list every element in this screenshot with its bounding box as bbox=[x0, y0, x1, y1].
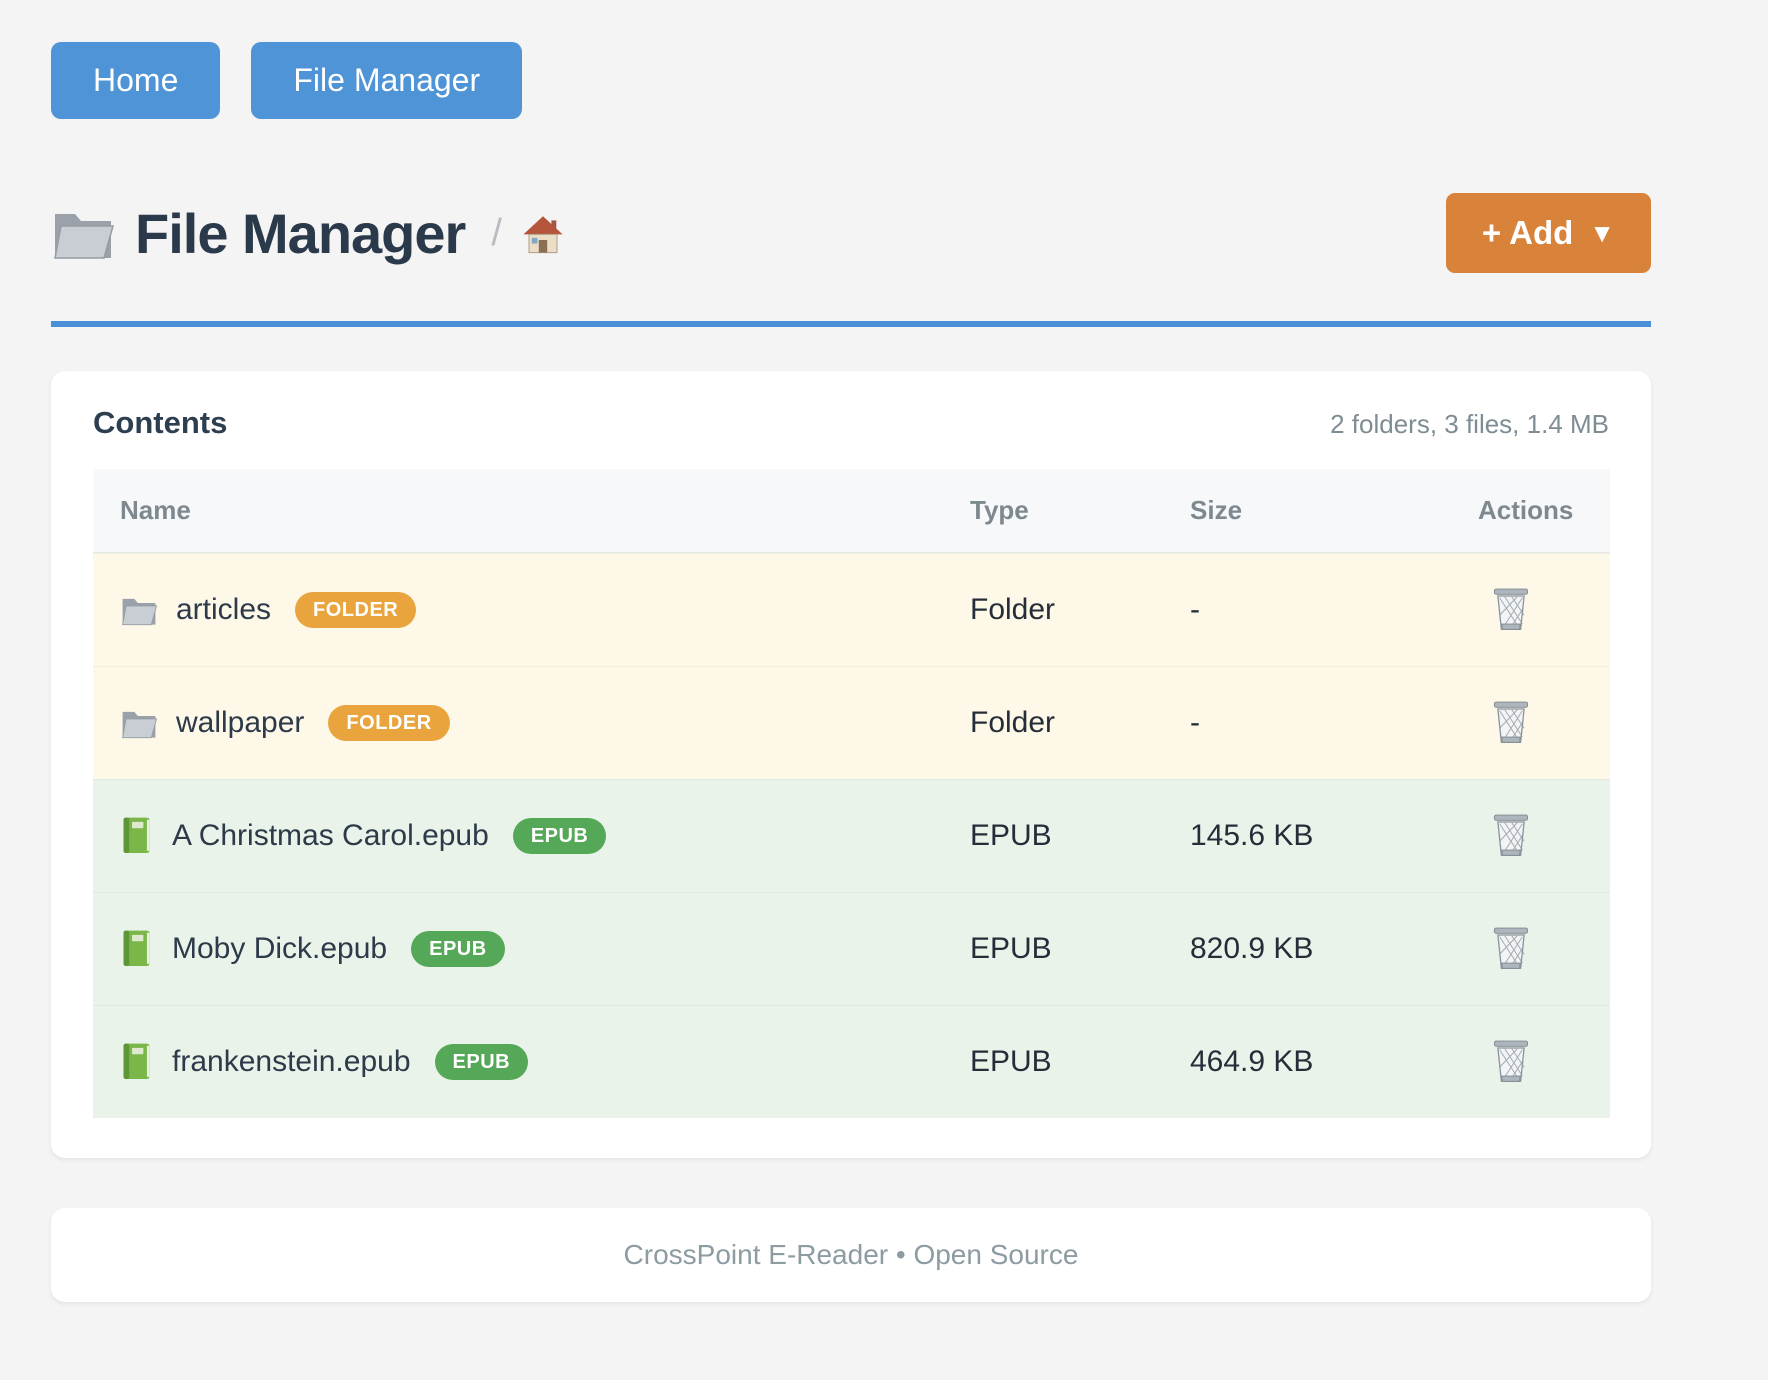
file-name-link[interactable]: frankenstein.epub bbox=[172, 1045, 411, 1078]
column-header-name: Name bbox=[120, 495, 191, 525]
name-cell: Moby Dick.epub EPUB bbox=[93, 929, 970, 969]
contents-title: Contents bbox=[93, 405, 228, 440]
size-cell: - bbox=[1190, 593, 1200, 626]
folder-badge: FOLDER bbox=[295, 592, 417, 628]
folder-badge: FOLDER bbox=[328, 705, 450, 741]
folder-icon bbox=[120, 706, 158, 740]
page-title: File Manager bbox=[51, 201, 466, 266]
type-cell: EPUB bbox=[970, 932, 1052, 965]
page-title-text: File Manager bbox=[135, 201, 466, 265]
column-header-size: Size bbox=[1190, 495, 1243, 525]
contents-card: Contents 2 folders, 3 files, 1.4 MB Name… bbox=[51, 371, 1651, 1158]
footer-text: CrossPoint E-Reader • Open Source bbox=[623, 1239, 1079, 1270]
folder-icon bbox=[51, 204, 115, 262]
add-button-label: + Add bbox=[1481, 214, 1574, 251]
contents-card-header: Contents 2 folders, 3 files, 1.4 MB bbox=[93, 405, 1609, 441]
table-row: frankenstein.epub EPUB EPUB 464.9 KB bbox=[93, 1005, 1610, 1118]
chevron-down-icon: ▼ bbox=[1589, 217, 1615, 248]
green-book-icon bbox=[120, 816, 154, 856]
file-manager-page: Home File Manager File Manager / + Add ▼… bbox=[51, 0, 1651, 1302]
size-cell: 820.9 KB bbox=[1190, 932, 1314, 965]
file-table: Name Type Size Actions articles FOLDER F… bbox=[93, 469, 1610, 1118]
wastebasket-icon bbox=[1490, 813, 1532, 859]
table-row: A Christmas Carol.epub EPUB EPUB 145.6 K… bbox=[93, 779, 1610, 892]
name-cell: wallpaper FOLDER bbox=[93, 705, 970, 741]
top-nav: Home File Manager bbox=[51, 42, 1651, 119]
table-row: Moby Dick.epub EPUB EPUB 820.9 KB bbox=[93, 892, 1610, 1005]
folder-name-link[interactable]: articles bbox=[176, 593, 272, 626]
type-cell: EPUB bbox=[970, 819, 1052, 852]
folder-icon bbox=[120, 593, 158, 627]
type-cell: Folder bbox=[970, 706, 1056, 739]
epub-badge: EPUB bbox=[411, 931, 505, 967]
wastebasket-icon bbox=[1490, 700, 1532, 746]
actions-cell bbox=[1478, 700, 1610, 746]
name-cell: A Christmas Carol.epub EPUB bbox=[93, 816, 970, 856]
table-row: articles FOLDER Folder - bbox=[93, 553, 1610, 666]
actions-cell bbox=[1478, 926, 1610, 972]
type-cell: EPUB bbox=[970, 1045, 1052, 1078]
folder-name-link[interactable]: wallpaper bbox=[176, 706, 305, 739]
delete-button[interactable] bbox=[1478, 587, 1532, 633]
epub-badge: EPUB bbox=[512, 818, 607, 854]
actions-cell bbox=[1478, 587, 1610, 633]
delete-button[interactable] bbox=[1478, 813, 1532, 859]
contents-summary: 2 folders, 3 files, 1.4 MB bbox=[1330, 409, 1609, 439]
breadcrumb-separator: / bbox=[491, 211, 502, 254]
wastebasket-icon bbox=[1490, 587, 1532, 633]
type-cell: Folder bbox=[970, 593, 1056, 626]
footer: CrossPoint E-Reader • Open Source bbox=[51, 1208, 1651, 1302]
green-book-icon bbox=[120, 1042, 154, 1082]
wastebasket-icon bbox=[1490, 926, 1532, 972]
file-name-link[interactable]: Moby Dick.epub bbox=[172, 932, 388, 965]
name-cell: articles FOLDER bbox=[93, 592, 970, 628]
title-group: File Manager / bbox=[51, 201, 566, 266]
table-row: wallpaper FOLDER Folder - bbox=[93, 666, 1610, 779]
actions-cell bbox=[1478, 813, 1610, 859]
delete-button[interactable] bbox=[1478, 1039, 1532, 1085]
column-header-actions: Actions bbox=[1478, 495, 1574, 525]
size-cell: - bbox=[1190, 706, 1200, 739]
delete-button[interactable] bbox=[1478, 700, 1532, 746]
size-cell: 464.9 KB bbox=[1190, 1045, 1314, 1078]
page-header: File Manager / + Add ▼ bbox=[51, 193, 1651, 327]
delete-button[interactable] bbox=[1478, 926, 1532, 972]
add-button[interactable]: + Add ▼ bbox=[1445, 193, 1651, 273]
epub-badge: EPUB bbox=[434, 1044, 529, 1080]
table-header-row: Name Type Size Actions bbox=[93, 469, 1610, 553]
name-cell: frankenstein.epub EPUB bbox=[93, 1042, 970, 1082]
actions-cell bbox=[1478, 1039, 1610, 1085]
column-header-type: Type bbox=[970, 495, 1029, 525]
file-manager-button[interactable]: File Manager bbox=[251, 42, 523, 119]
green-book-icon bbox=[120, 929, 154, 969]
home-button[interactable]: Home bbox=[51, 42, 221, 119]
home-icon[interactable] bbox=[520, 212, 566, 254]
size-cell: 145.6 KB bbox=[1190, 819, 1314, 852]
file-name-link[interactable]: A Christmas Carol.epub bbox=[172, 819, 489, 852]
wastebasket-icon bbox=[1490, 1039, 1532, 1085]
